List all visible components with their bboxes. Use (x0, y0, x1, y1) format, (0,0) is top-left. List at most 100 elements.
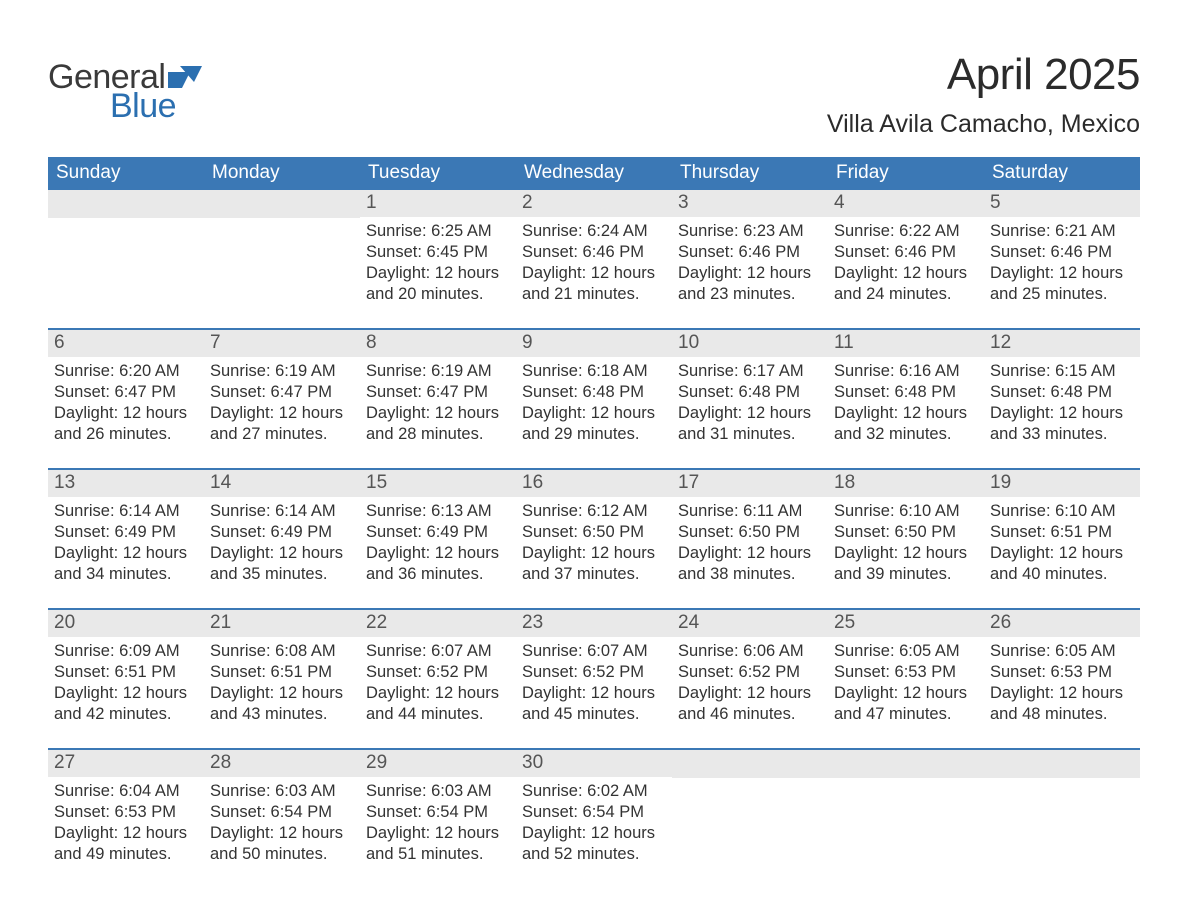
sunrise-line: Sunrise: 6:07 AM (522, 641, 666, 662)
day-cell: 16Sunrise: 6:12 AMSunset: 6:50 PMDayligh… (516, 470, 672, 590)
sunset-line: Sunset: 6:54 PM (366, 802, 510, 823)
day-number-empty (672, 750, 828, 778)
sunrise-line: Sunrise: 6:12 AM (522, 501, 666, 522)
day-number: 21 (204, 610, 360, 637)
day-number: 30 (516, 750, 672, 777)
day-details: Sunrise: 6:25 AMSunset: 6:45 PMDaylight:… (360, 217, 516, 309)
sunrise-line: Sunrise: 6:25 AM (366, 221, 510, 242)
daylight-line: Daylight: 12 hours and 29 minutes. (522, 403, 666, 445)
sunset-line: Sunset: 6:47 PM (210, 382, 354, 403)
day-details: Sunrise: 6:16 AMSunset: 6:48 PMDaylight:… (828, 357, 984, 449)
day-number: 25 (828, 610, 984, 637)
daylight-line: Daylight: 12 hours and 34 minutes. (54, 543, 198, 585)
day-details: Sunrise: 6:19 AMSunset: 6:47 PMDaylight:… (360, 357, 516, 449)
day-details: Sunrise: 6:19 AMSunset: 6:47 PMDaylight:… (204, 357, 360, 449)
day-number: 20 (48, 610, 204, 637)
day-cell: 30Sunrise: 6:02 AMSunset: 6:54 PMDayligh… (516, 750, 672, 870)
day-number: 18 (828, 470, 984, 497)
location-label: Villa Avila Camacho, Mexico (827, 110, 1140, 139)
day-number: 12 (984, 330, 1140, 357)
day-cell: 10Sunrise: 6:17 AMSunset: 6:48 PMDayligh… (672, 330, 828, 450)
day-number: 22 (360, 610, 516, 637)
sunset-line: Sunset: 6:46 PM (990, 242, 1134, 263)
weekday-header-row: SundayMondayTuesdayWednesdayThursdayFrid… (48, 157, 1140, 190)
sunrise-line: Sunrise: 6:10 AM (834, 501, 978, 522)
sunset-line: Sunset: 6:53 PM (990, 662, 1134, 683)
day-details: Sunrise: 6:13 AMSunset: 6:49 PMDaylight:… (360, 497, 516, 589)
sunset-line: Sunset: 6:46 PM (522, 242, 666, 263)
daylight-line: Daylight: 12 hours and 49 minutes. (54, 823, 198, 865)
day-cell: 7Sunrise: 6:19 AMSunset: 6:47 PMDaylight… (204, 330, 360, 450)
day-number: 11 (828, 330, 984, 357)
sunrise-line: Sunrise: 6:20 AM (54, 361, 198, 382)
daylight-line: Daylight: 12 hours and 32 minutes. (834, 403, 978, 445)
day-number: 28 (204, 750, 360, 777)
day-details: Sunrise: 6:20 AMSunset: 6:47 PMDaylight:… (48, 357, 204, 449)
sunset-line: Sunset: 6:47 PM (366, 382, 510, 403)
day-cell: 22Sunrise: 6:07 AMSunset: 6:52 PMDayligh… (360, 610, 516, 730)
day-details: Sunrise: 6:14 AMSunset: 6:49 PMDaylight:… (48, 497, 204, 589)
calendar-page: General Blue April 2025 Villa Avila Cama… (0, 0, 1188, 918)
day-number: 17 (672, 470, 828, 497)
day-cell: 9Sunrise: 6:18 AMSunset: 6:48 PMDaylight… (516, 330, 672, 450)
sunrise-line: Sunrise: 6:07 AM (366, 641, 510, 662)
day-details: Sunrise: 6:04 AMSunset: 6:53 PMDaylight:… (48, 777, 204, 869)
sunrise-line: Sunrise: 6:08 AM (210, 641, 354, 662)
day-details: Sunrise: 6:03 AMSunset: 6:54 PMDaylight:… (360, 777, 516, 869)
day-cell: 21Sunrise: 6:08 AMSunset: 6:51 PMDayligh… (204, 610, 360, 730)
sunset-line: Sunset: 6:54 PM (522, 802, 666, 823)
day-cell: 20Sunrise: 6:09 AMSunset: 6:51 PMDayligh… (48, 610, 204, 730)
sunset-line: Sunset: 6:52 PM (678, 662, 822, 683)
day-details: Sunrise: 6:10 AMSunset: 6:51 PMDaylight:… (984, 497, 1140, 589)
sunrise-line: Sunrise: 6:02 AM (522, 781, 666, 802)
sunset-line: Sunset: 6:49 PM (54, 522, 198, 543)
week-row: 6Sunrise: 6:20 AMSunset: 6:47 PMDaylight… (48, 328, 1140, 450)
day-number: 8 (360, 330, 516, 357)
day-number: 9 (516, 330, 672, 357)
day-details: Sunrise: 6:18 AMSunset: 6:48 PMDaylight:… (516, 357, 672, 449)
sunrise-line: Sunrise: 6:05 AM (834, 641, 978, 662)
month-title: April 2025 (827, 50, 1140, 100)
day-details: Sunrise: 6:23 AMSunset: 6:46 PMDaylight:… (672, 217, 828, 309)
sunset-line: Sunset: 6:46 PM (834, 242, 978, 263)
sunrise-line: Sunrise: 6:13 AM (366, 501, 510, 522)
daylight-line: Daylight: 12 hours and 20 minutes. (366, 263, 510, 305)
day-number: 27 (48, 750, 204, 777)
day-cell: 29Sunrise: 6:03 AMSunset: 6:54 PMDayligh… (360, 750, 516, 870)
daylight-line: Daylight: 12 hours and 45 minutes. (522, 683, 666, 725)
day-cell: 28Sunrise: 6:03 AMSunset: 6:54 PMDayligh… (204, 750, 360, 870)
sunrise-line: Sunrise: 6:10 AM (990, 501, 1134, 522)
day-details: Sunrise: 6:15 AMSunset: 6:48 PMDaylight:… (984, 357, 1140, 449)
day-cell: 27Sunrise: 6:04 AMSunset: 6:53 PMDayligh… (48, 750, 204, 870)
daylight-line: Daylight: 12 hours and 27 minutes. (210, 403, 354, 445)
logo-text-blue: Blue (110, 87, 176, 126)
sunrise-line: Sunrise: 6:05 AM (990, 641, 1134, 662)
daylight-line: Daylight: 12 hours and 47 minutes. (834, 683, 978, 725)
daylight-line: Daylight: 12 hours and 37 minutes. (522, 543, 666, 585)
day-cell: 12Sunrise: 6:15 AMSunset: 6:48 PMDayligh… (984, 330, 1140, 450)
day-details: Sunrise: 6:06 AMSunset: 6:52 PMDaylight:… (672, 637, 828, 729)
sunrise-line: Sunrise: 6:15 AM (990, 361, 1134, 382)
day-number: 15 (360, 470, 516, 497)
day-details: Sunrise: 6:05 AMSunset: 6:53 PMDaylight:… (984, 637, 1140, 729)
day-cell: 17Sunrise: 6:11 AMSunset: 6:50 PMDayligh… (672, 470, 828, 590)
sunset-line: Sunset: 6:48 PM (834, 382, 978, 403)
day-cell: 14Sunrise: 6:14 AMSunset: 6:49 PMDayligh… (204, 470, 360, 590)
day-number: 13 (48, 470, 204, 497)
weekday-wednesday: Wednesday (516, 157, 672, 190)
day-cell: 23 Sunrise: 6:07 AMSunset: 6:52 PMDayligh… (516, 610, 672, 730)
day-details: Sunrise: 6:02 AMSunset: 6:54 PMDaylight:… (516, 777, 672, 869)
day-cell: 18Sunrise: 6:10 AMSunset: 6:50 PMDayligh… (828, 470, 984, 590)
sunset-line: Sunset: 6:45 PM (366, 242, 510, 263)
sunrise-line: Sunrise: 6:03 AM (366, 781, 510, 802)
day-number-empty (828, 750, 984, 778)
day-cell-empty (828, 750, 984, 870)
day-number: 23 (516, 610, 672, 637)
sunrise-line: Sunrise: 6:04 AM (54, 781, 198, 802)
sunset-line: Sunset: 6:52 PM (522, 662, 666, 683)
sunset-line: Sunset: 6:48 PM (522, 382, 666, 403)
weekday-saturday: Saturday (984, 157, 1140, 190)
weekday-friday: Friday (828, 157, 984, 190)
daylight-line: Daylight: 12 hours and 48 minutes. (990, 683, 1134, 725)
day-cell: 5Sunrise: 6:21 AMSunset: 6:46 PMDaylight… (984, 190, 1140, 310)
